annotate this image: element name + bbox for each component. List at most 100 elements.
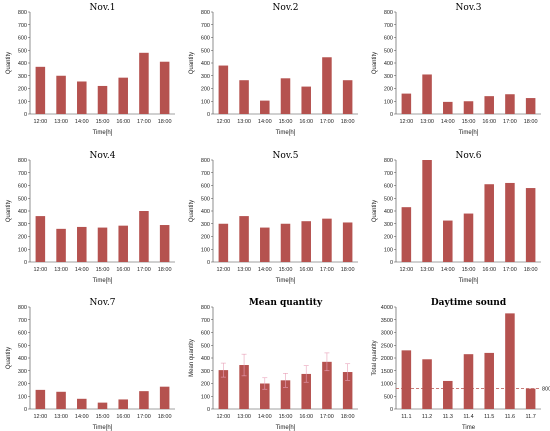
y-tick-label: 100 [384, 247, 393, 253]
bar [97, 85, 108, 114]
y-tick-label: 700 [384, 23, 393, 29]
x-tick-label: 17:00 [137, 267, 151, 273]
x-tick-label: 17:00 [320, 119, 334, 125]
bar [56, 75, 66, 114]
x-tick-label: 14:00 [75, 119, 89, 125]
x-tick-label: 13:00 [420, 267, 434, 273]
bar [97, 227, 108, 262]
x-tick-label: 15:00 [96, 414, 110, 420]
x-tick-label: 17:00 [503, 267, 517, 273]
x-axis-label: Time[h] [459, 130, 479, 136]
bar [139, 211, 149, 262]
bar [525, 388, 536, 409]
y-tick-label: 400 [201, 356, 210, 362]
y-tick-label: 0 [24, 260, 27, 266]
x-tick-label: 15:00 [279, 119, 293, 125]
y-tick-label: 800 [201, 305, 210, 311]
x-tick-label: 16:00 [299, 267, 313, 273]
bar [218, 223, 229, 262]
y-axis-label: Total quantity [372, 340, 378, 375]
bar [322, 361, 332, 409]
bar [322, 57, 332, 114]
bar [77, 398, 87, 409]
x-tick-label: 14:00 [75, 414, 89, 420]
y-tick-label: 800 [384, 10, 393, 16]
y-tick-label: 500 [18, 343, 27, 349]
x-tick-label: 14:00 [441, 119, 455, 125]
bar [342, 222, 353, 262]
x-tick-label: 18:00 [341, 119, 355, 125]
bar [118, 77, 128, 114]
y-tick-label: 800 [201, 158, 210, 164]
chart-svg: Nov.7 0 100 200 300 400 500 600 700 800 Quantity Ti… [6, 298, 175, 431]
chart-title: Nov.2 [273, 3, 299, 13]
y-tick-label: 600 [384, 36, 393, 42]
bar [260, 100, 270, 114]
y-axis-label: Quantity [6, 347, 12, 369]
bar [159, 386, 170, 409]
y-tick-label: 200 [384, 235, 393, 241]
y-tick-label: 300 [201, 74, 210, 80]
x-tick-label: 15:00 [96, 119, 110, 125]
bar [77, 81, 87, 114]
y-tick-label: 1000 [381, 382, 393, 388]
y-tick-label: 500 [18, 48, 27, 54]
y-tick-label: 2000 [381, 356, 393, 362]
bar [301, 373, 311, 409]
x-axis-label: Time[h] [93, 278, 113, 284]
x-tick-label: 13:00 [420, 119, 434, 125]
y-tick-label: 200 [201, 87, 210, 93]
y-axis-label: Quantity [189, 52, 195, 74]
x-tick-label: 13:00 [54, 119, 68, 125]
y-tick-label: 0 [390, 112, 393, 118]
chart-panel: Nov.2 0 100 200 300 400 500 600 700 800 Quantity Ti… [183, 0, 366, 136]
y-tick-label: 500 [384, 394, 393, 400]
x-tick-label: 18:00 [341, 414, 355, 420]
y-tick-label: 3500 [381, 318, 393, 324]
y-tick-label: 3000 [381, 331, 393, 337]
chart-svg: Nov.3 0 100 200 300 400 500 600 700 800 Quantity Ti… [372, 3, 541, 136]
y-tick-label: 2500 [381, 343, 393, 349]
bar [97, 402, 108, 409]
x-tick-label: 13:00 [54, 267, 68, 273]
chart-svg: Daytime sound 0 500 1000 1500 2000 2500 3000 350… [372, 298, 550, 431]
x-tick-label: 17:00 [320, 414, 334, 420]
y-tick-label: 500 [384, 196, 393, 202]
x-tick-label: 14:00 [75, 267, 89, 273]
chart-panel: Nov.7 0 100 200 300 400 500 600 700 800 Quantity Ti… [0, 295, 183, 431]
bar [35, 216, 46, 262]
y-tick-label: 300 [201, 222, 210, 228]
chart-title: Daytime sound [431, 298, 507, 308]
y-tick-label: 800 [384, 158, 393, 164]
bar [280, 78, 291, 114]
y-tick-label: 300 [18, 74, 27, 80]
bar [443, 220, 453, 262]
y-tick-label: 0 [24, 112, 27, 118]
bar [525, 188, 536, 262]
bar [505, 182, 515, 262]
bar [56, 228, 66, 262]
bar [159, 61, 170, 114]
chart-svg: Nov.2 0 100 200 300 400 500 600 700 800 Quantity Ti… [189, 3, 358, 136]
y-tick-label: 800 [18, 158, 27, 164]
y-tick-label: 700 [201, 318, 210, 324]
y-tick-label: 700 [18, 318, 27, 324]
y-tick-label: 200 [201, 382, 210, 388]
chart-title: Nov.1 [90, 3, 116, 13]
chart-svg: Nov.4 0 100 200 300 400 500 600 700 800 Quantity Ti… [6, 151, 175, 284]
x-tick-label: 18:00 [524, 119, 538, 125]
y-tick-label: 800 [18, 305, 27, 311]
y-tick-label: 400 [18, 356, 27, 362]
chart-panel: Nov.4 0 100 200 300 400 500 600 700 800 Quantity Ti… [0, 148, 183, 284]
y-tick-label: 500 [201, 48, 210, 54]
chart-title: Nov.4 [90, 151, 116, 161]
chart-panel: Nov.5 0 100 200 300 400 500 600 700 800 Quantity Ti… [183, 148, 366, 284]
x-tick-label: 12:00 [216, 119, 230, 125]
y-tick-label: 500 [18, 196, 27, 202]
bar [139, 52, 149, 114]
bar [239, 365, 249, 409]
y-tick-label: 400 [18, 61, 27, 67]
bar [342, 80, 353, 114]
bar [505, 313, 515, 409]
y-tick-label: 500 [201, 343, 210, 349]
